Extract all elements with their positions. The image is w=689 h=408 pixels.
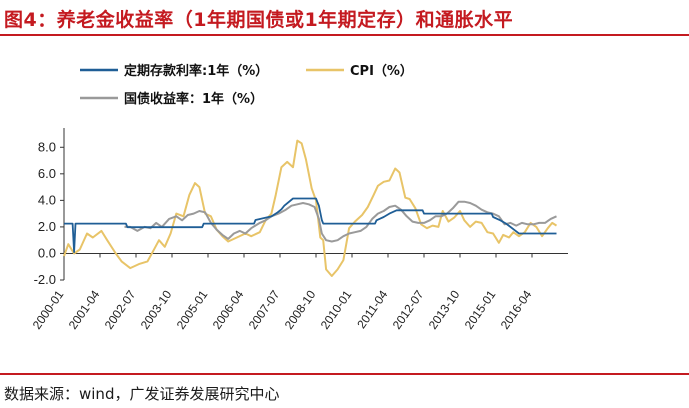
x-tick-label: 2003-10 — [138, 287, 175, 331]
data-source-note: 数据来源：wind，广发证券发展研究中心 — [4, 385, 280, 403]
x-tick-label: 2005-01 — [174, 287, 211, 331]
y-tick-label: 6.0 — [38, 166, 56, 181]
y-tick-label: 4.0 — [38, 192, 56, 207]
x-tick-label: 2016-04 — [498, 287, 535, 331]
x-tick-label: 2013-10 — [426, 287, 463, 331]
y-tick-label: -2.0 — [34, 272, 56, 287]
x-tick-label: 2011-04 — [354, 287, 390, 331]
x-tick-label: 2010-01 — [318, 287, 355, 331]
x-tick-label: 2006-04 — [210, 287, 247, 331]
y-tick-label: 8.0 — [38, 139, 56, 154]
source-bar: 数据来源：wind，广发证券发展研究中心 — [0, 373, 689, 408]
series-line-2 — [124, 200, 557, 243]
x-tick-label: 2002-07 — [102, 287, 139, 331]
x-tick-label: 2000-01 — [30, 287, 67, 331]
series-line-0 — [64, 197, 557, 253]
legend-label: 国债收益率：1年（%） — [124, 91, 263, 107]
x-tick-label: 2008-10 — [282, 287, 319, 331]
x-tick-label: 2001-04 — [66, 287, 103, 331]
x-tick-label: 2007-07 — [246, 287, 283, 331]
figure-title-bar: 图4：养老金收益率（1年期国债或1年期定存）和通胀水平 — [0, 0, 689, 36]
y-tick-label: 0.0 — [38, 245, 56, 260]
y-tick-label: 2.0 — [38, 219, 56, 234]
x-tick-label: 2012-07 — [390, 287, 427, 331]
x-tick-label: 2015-01 — [462, 287, 499, 331]
legend-label: CPI（%） — [350, 63, 413, 79]
legend-label: 定期存款利率:1年（%） — [123, 63, 268, 79]
figure-title: 图4：养老金收益率（1年期国债或1年期定存）和通胀水平 — [4, 9, 514, 31]
series-line-1 — [63, 139, 558, 277]
